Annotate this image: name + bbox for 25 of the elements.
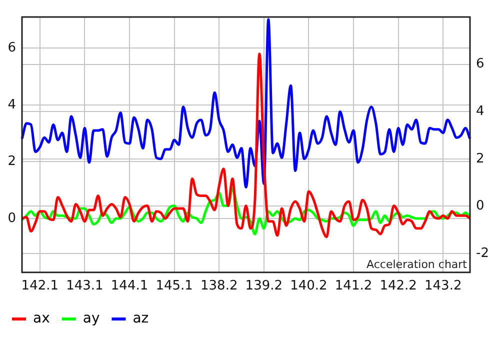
y2-tick-label: 6: [476, 56, 484, 72]
y-tick-label: 0: [8, 210, 16, 226]
x-tick-label: 139.2: [245, 278, 283, 294]
x-tick-label: 142.1: [21, 278, 59, 294]
x-tick-label: 143.2: [424, 278, 462, 294]
legend-label: ax: [33, 310, 50, 327]
y-tick-label: 4: [8, 97, 16, 112]
legend-label: az: [132, 310, 149, 327]
x-tick-label: 140.2: [290, 278, 328, 294]
x-tick-label: 143.1: [66, 278, 104, 294]
x-tick-label: 138.2: [200, 278, 238, 294]
x-tick-label: 142.2: [380, 278, 417, 294]
x-tick-label: 145.1: [156, 278, 193, 294]
y-tick-label: 2: [8, 154, 16, 170]
line-series: [20, 52, 472, 238]
x-tick-label: 141.2: [334, 278, 372, 294]
y2-tick-label: 2: [476, 151, 484, 166]
line-series: [20, 18, 472, 189]
y2-tick-label: -2: [476, 246, 489, 261]
y2-tick-label: 0: [476, 198, 484, 214]
y-tick-label: 6: [8, 40, 16, 56]
y2-tick-label: 4: [476, 104, 484, 119]
x-tick-label: 144.1: [110, 278, 148, 294]
legend-label: ay: [82, 310, 100, 327]
annotation: Acceleration chart: [366, 258, 468, 271]
